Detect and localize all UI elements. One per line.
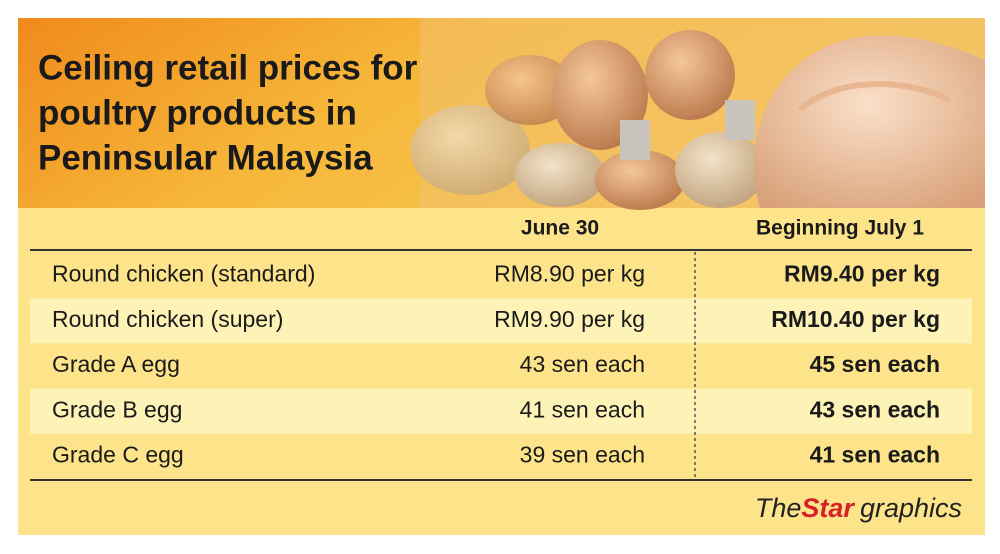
new-price: RM10.40 per kg — [771, 306, 940, 332]
credit: TheStar graphics — [755, 493, 962, 523]
row-band — [30, 298, 972, 344]
title-line: poultry products in — [38, 93, 357, 132]
old-price: 39 sen each — [520, 441, 645, 467]
new-price: 41 sen each — [810, 441, 940, 467]
new-price: 45 sen each — [810, 351, 940, 377]
header-photo — [410, 18, 985, 210]
credit-suffix: graphics — [860, 493, 962, 523]
new-price: 43 sen each — [810, 396, 940, 422]
old-price: RM8.90 per kg — [494, 261, 645, 287]
row-band — [30, 388, 972, 434]
title-line: Peninsular Malaysia — [38, 138, 373, 177]
table-body: Round chicken (standard) RM8.90 per kg RM9… — [30, 261, 972, 467]
old-price: 41 sen each — [520, 396, 645, 422]
new-price: RM9.40 per kg — [784, 261, 940, 287]
old-price: 43 sen each — [520, 351, 645, 377]
column-header: June 30 — [521, 217, 599, 240]
row-label: Round chicken (standard) — [52, 261, 315, 287]
credit-star: Star — [801, 493, 855, 523]
old-price: RM9.90 per kg — [494, 306, 645, 332]
credit-the: The — [755, 493, 802, 523]
title-line: Ceiling retail prices for — [38, 48, 418, 87]
row-label: Grade A egg — [52, 351, 180, 377]
row-label: Grade B egg — [52, 396, 182, 422]
column-header: Beginning July 1 — [756, 217, 924, 240]
row-label: Round chicken (super) — [52, 306, 283, 332]
row-label: Grade C egg — [52, 441, 184, 467]
